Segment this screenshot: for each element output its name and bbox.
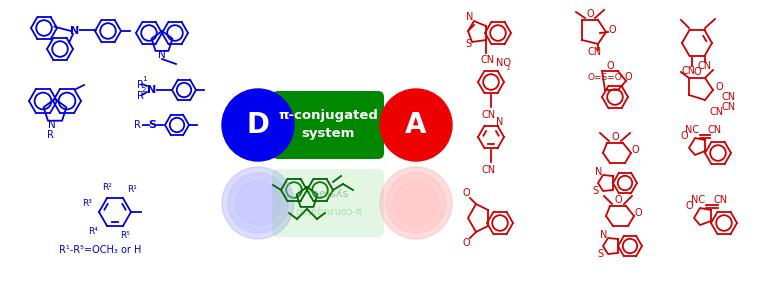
Text: CN: CN	[708, 125, 722, 135]
Text: CN: CN	[721, 102, 735, 112]
Text: CN: CN	[481, 55, 495, 65]
Text: CN: CN	[588, 47, 602, 57]
Text: NC: NC	[685, 125, 699, 135]
FancyBboxPatch shape	[272, 91, 384, 159]
Text: NC: NC	[691, 195, 705, 205]
Text: CN: CN	[682, 66, 696, 76]
Text: N: N	[466, 12, 474, 22]
FancyBboxPatch shape	[272, 169, 384, 237]
Text: N: N	[496, 117, 504, 127]
Text: CN: CN	[721, 92, 735, 102]
Circle shape	[380, 167, 452, 239]
Text: O: O	[462, 238, 470, 248]
Text: O: O	[694, 67, 701, 77]
Text: system: system	[301, 128, 355, 140]
Text: CN: CN	[482, 110, 496, 120]
Text: meʇsʎs: meʇsʎs	[308, 189, 348, 199]
Text: NO: NO	[496, 58, 511, 68]
Circle shape	[222, 167, 294, 239]
Text: CN: CN	[714, 195, 728, 205]
Text: R⁴: R⁴	[88, 227, 98, 236]
Text: O: O	[586, 9, 594, 19]
Text: R¹-R⁵=OCH₃ or H: R¹-R⁵=OCH₃ or H	[59, 245, 141, 255]
Text: π-conjugated: π-conjugated	[278, 110, 378, 122]
Text: O: O	[631, 145, 639, 155]
Text: D: D	[247, 111, 270, 139]
Text: R: R	[137, 91, 144, 101]
Text: O: O	[462, 188, 470, 198]
Text: peʇɐɓnɾuoɔ-π: peʇɐɓnɾuoɔ-π	[295, 207, 361, 217]
Text: 2: 2	[142, 87, 147, 93]
Text: ₂: ₂	[507, 62, 510, 71]
Text: S: S	[597, 249, 603, 259]
Circle shape	[386, 173, 446, 233]
Text: S: S	[148, 120, 156, 130]
Circle shape	[236, 181, 280, 225]
Text: A: A	[406, 111, 427, 139]
Text: N: N	[595, 167, 603, 177]
Text: O: O	[685, 201, 693, 211]
Text: R⁵: R⁵	[120, 232, 130, 241]
Text: 1: 1	[142, 76, 147, 82]
Text: R: R	[134, 120, 141, 130]
Text: N: N	[601, 230, 607, 240]
Text: CN: CN	[482, 165, 496, 175]
Circle shape	[380, 89, 452, 161]
Text: O: O	[624, 72, 632, 82]
Text: O: O	[608, 25, 616, 35]
Text: S: S	[465, 39, 471, 49]
Text: O: O	[606, 61, 614, 71]
Text: N: N	[71, 26, 80, 36]
Text: O: O	[680, 131, 688, 141]
Text: R¹: R¹	[127, 185, 137, 194]
Text: N: N	[48, 120, 56, 130]
Circle shape	[228, 173, 288, 233]
Text: O: O	[614, 195, 622, 205]
Circle shape	[222, 89, 294, 161]
Text: O: O	[715, 82, 723, 92]
Text: R: R	[47, 130, 54, 140]
Text: CN: CN	[709, 107, 723, 117]
Text: O: O	[634, 208, 642, 218]
Text: CN: CN	[698, 61, 712, 71]
Text: S: S	[592, 186, 598, 196]
Text: R: R	[137, 80, 144, 90]
Text: N: N	[147, 85, 157, 95]
Text: O=S=O: O=S=O	[588, 73, 622, 82]
Circle shape	[394, 181, 438, 225]
Text: O: O	[611, 132, 619, 142]
Text: R³: R³	[82, 200, 92, 208]
Text: R²: R²	[102, 182, 112, 191]
Text: N: N	[158, 50, 166, 60]
